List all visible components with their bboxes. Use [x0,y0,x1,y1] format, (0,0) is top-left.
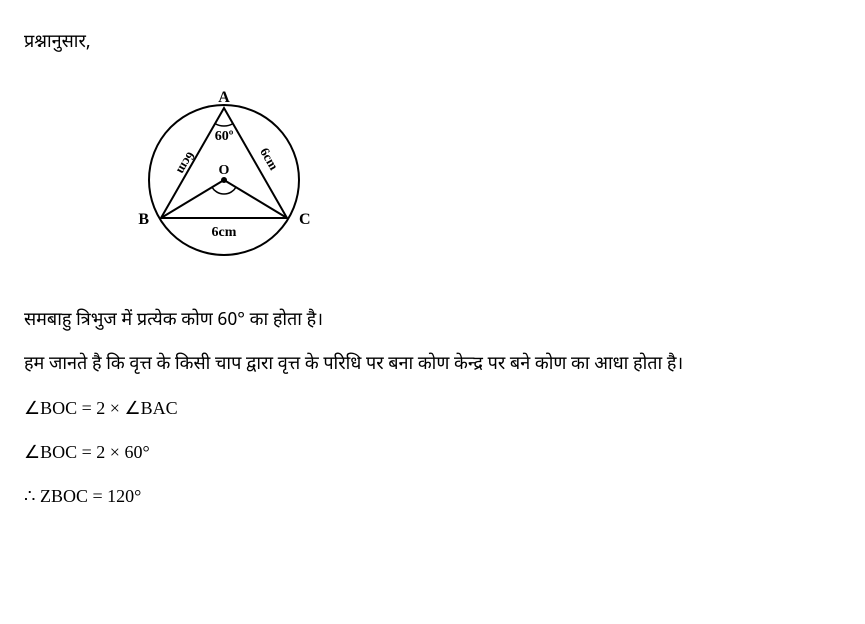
equation-3: ∴ ZBOC = 120° [24,477,841,517]
svg-text:60º: 60º [215,129,234,144]
intro-text: प्रश्नानुसार, [24,24,841,64]
svg-text:A: A [218,89,230,106]
svg-text:6cm: 6cm [212,225,237,240]
equation-1: ∠BOC = 2 × ∠BAC [24,389,841,429]
svg-text:C: C [299,211,311,228]
circle-triangle-diagram: A B C O 60º 6cm 6cm 6cm [104,70,841,297]
statement-arc-angle: हम जानते है कि वृत्त के किसी चाप द्वारा … [24,346,841,386]
svg-text:B: B [138,211,149,228]
eq1-rhs: ∠BAC [124,398,177,418]
svg-text:6cm: 6cm [257,145,282,173]
equation-2: ∠BOC = 2 × 60° [24,433,841,473]
svg-text:O: O [219,163,230,178]
statement-equilateral: समबाहु त्रिभुज में प्रत्येक कोण 60° का ह… [24,302,841,342]
svg-text:6cm: 6cm [174,149,199,177]
eq1-lhs: ∠BOC = 2 × [24,398,124,418]
